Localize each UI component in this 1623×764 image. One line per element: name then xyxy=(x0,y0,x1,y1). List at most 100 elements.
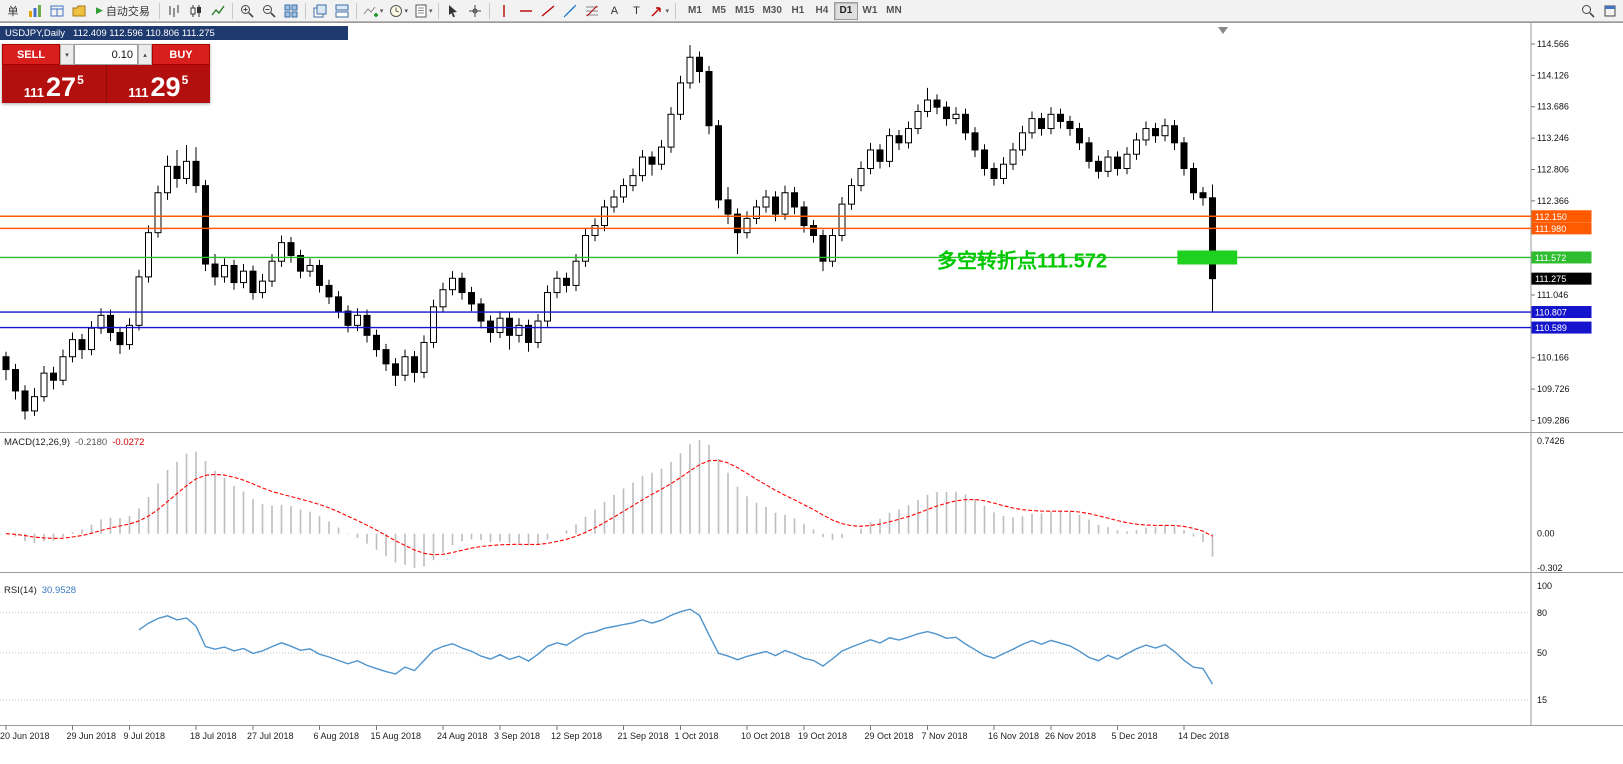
toolbar-separator xyxy=(674,2,676,19)
search-icon[interactable] xyxy=(1577,1,1599,21)
svg-text:0.00: 0.00 xyxy=(1537,529,1555,539)
arrange-windows-icon[interactable] xyxy=(331,1,353,21)
svg-text:18 Jul 2018: 18 Jul 2018 xyxy=(190,731,237,741)
text-label-icon[interactable]: T xyxy=(625,1,647,21)
periods-icon[interactable]: ▾ xyxy=(386,1,411,21)
svg-text:14 Dec 2018: 14 Dec 2018 xyxy=(1178,731,1229,741)
svg-text:113.686: 113.686 xyxy=(1537,102,1569,112)
fullscreen-icon[interactable] xyxy=(1599,1,1621,21)
macd-main-value: -0.2180 xyxy=(75,437,108,448)
sell-button[interactable]: SELL xyxy=(2,44,60,65)
timeframe-H4[interactable]: H4 xyxy=(810,2,834,20)
svg-text:10 Oct 2018: 10 Oct 2018 xyxy=(741,731,790,741)
vertical-line-icon[interactable] xyxy=(493,1,515,21)
macd-name: MACD(12,26,9) xyxy=(4,437,70,448)
toolbar: 单 ▶ 自动交易 xyxy=(0,0,1623,22)
svg-text:109.726: 109.726 xyxy=(1537,384,1570,394)
volume-increase-button[interactable]: ▴ xyxy=(138,44,152,65)
new-order-button[interactable]: 单 xyxy=(2,1,24,21)
timeframe-H1[interactable]: H1 xyxy=(786,2,810,20)
market-watch-icon[interactable] xyxy=(46,1,68,21)
svg-text:5 Dec 2018: 5 Dec 2018 xyxy=(1112,731,1158,741)
line-chart-icon[interactable] xyxy=(207,1,229,21)
indicators-icon[interactable]: ▾ xyxy=(360,1,387,21)
svg-text:110.589: 110.589 xyxy=(1535,323,1567,333)
svg-text:50: 50 xyxy=(1537,648,1547,658)
toolbar-separator xyxy=(438,2,440,19)
volume-input[interactable]: 0.10 xyxy=(74,44,138,65)
zoom-out-icon[interactable] xyxy=(258,1,280,21)
candlestick-icon[interactable] xyxy=(185,1,207,21)
grid-layer xyxy=(0,22,1623,726)
chart-symbol-period: USDJPY,Daily xyxy=(5,27,66,39)
toolbar-separator xyxy=(304,2,306,19)
svg-text:111.046: 111.046 xyxy=(1537,290,1568,300)
buy-price-sup: 5 xyxy=(181,73,189,87)
timeframe-M1[interactable]: M1 xyxy=(683,2,707,20)
svg-text:27 Jul 2018: 27 Jul 2018 xyxy=(247,731,294,741)
bar-chart-icon[interactable] xyxy=(163,1,185,21)
buy-price-big: 111 xyxy=(128,85,149,100)
templates-icon[interactable]: ▾ xyxy=(411,1,436,21)
text-icon[interactable]: A xyxy=(603,1,625,21)
autotrading-button[interactable]: ▶ 自动交易 xyxy=(90,1,156,21)
svg-text:111.980: 111.980 xyxy=(1535,224,1566,234)
sell-price-big: 111 xyxy=(23,85,45,100)
tile-windows-icon[interactable] xyxy=(280,1,302,21)
hlines-layer: 多空转折点111.572 xyxy=(0,215,1531,329)
toolbar-separator xyxy=(231,2,233,19)
pivot-highlight-box xyxy=(1177,250,1238,265)
buy-price[interactable]: 111 29 5 xyxy=(107,65,211,103)
svg-text:16 Nov 2018: 16 Nov 2018 xyxy=(988,731,1039,741)
timeframe-M5[interactable]: M5 xyxy=(707,2,731,20)
channel-icon[interactable] xyxy=(559,1,581,21)
rsi-indicator-label: RSI(14) 30.9528 xyxy=(4,585,77,596)
timeframe-D1[interactable]: D1 xyxy=(833,1,858,20)
svg-text:9 Jul 2018: 9 Jul 2018 xyxy=(124,731,166,741)
autotrading-label: 自动交易 xyxy=(105,5,150,18)
sell-price[interactable]: 111 27 5 xyxy=(2,65,107,103)
zoom-in-icon[interactable] xyxy=(236,1,258,21)
chart-shift-marker[interactable] xyxy=(1218,27,1228,34)
svg-text:111.572: 111.572 xyxy=(1535,253,1566,263)
svg-text:112.366: 112.366 xyxy=(1537,196,1569,206)
timeframe-M15[interactable]: M15 xyxy=(731,2,758,20)
timeframe-W1[interactable]: W1 xyxy=(858,2,882,20)
svg-text:112.150: 112.150 xyxy=(1535,212,1567,222)
toolbar-separator xyxy=(489,2,491,19)
dropdown-caret-icon: ▾ xyxy=(665,7,669,15)
horizontal-line-icon[interactable] xyxy=(515,1,537,21)
svg-text:19 Oct 2018: 19 Oct 2018 xyxy=(798,731,847,741)
dropdown-caret-icon: ▾ xyxy=(428,7,433,15)
chart-title-bar[interactable]: USDJPY,Daily 112.409 112.596 110.806 111… xyxy=(0,26,348,40)
svg-text:111.275: 111.275 xyxy=(1535,274,1566,284)
toolbar-separator xyxy=(158,2,160,19)
volume-decrease-button[interactable]: ▾ xyxy=(60,44,74,65)
chart-ohlc-values: 112.409 112.596 110.806 111.275 xyxy=(73,27,215,39)
chart-canvas[interactable]: 多空转折点111.572 114.566 114.126 113.686 113.246… xyxy=(0,22,1623,764)
crosshair-icon[interactable] xyxy=(464,1,486,21)
trendline-icon[interactable] xyxy=(537,1,559,21)
dropdown-caret-icon: ▾ xyxy=(379,7,384,15)
navigator-icon[interactable] xyxy=(68,1,90,21)
fibonacci-icon[interactable] xyxy=(581,1,603,21)
arrows-icon[interactable]: ▾ xyxy=(647,1,672,21)
timeframe-MN[interactable]: MN xyxy=(882,2,906,20)
macd-layer xyxy=(5,440,1214,568)
one-click-trading-panel: SELL ▾ 0.10 ▴ BUY 111 27 5 111 29 5 xyxy=(2,44,210,103)
cursor-icon[interactable] xyxy=(442,1,464,21)
cascade-windows-icon[interactable] xyxy=(309,1,331,21)
dropdown-caret-icon: ▾ xyxy=(404,7,408,15)
macd-indicator-label: MACD(12,26,9) -0.2180 -0.0272 xyxy=(4,437,145,448)
svg-text:29 Jun 2018: 29 Jun 2018 xyxy=(67,731,117,741)
rsi-value: 30.9528 xyxy=(41,585,77,596)
timeframe-M30[interactable]: M30 xyxy=(758,2,785,20)
chart-window: 多空转折点111.572 114.566 114.126 113.686 113.246… xyxy=(0,22,1623,764)
svg-text:20 Jun 2018: 20 Jun 2018 xyxy=(0,731,50,741)
charts-icon[interactable] xyxy=(24,1,46,21)
svg-text:24 Aug 2018: 24 Aug 2018 xyxy=(437,731,488,741)
svg-text:100: 100 xyxy=(1537,581,1552,591)
trade-panel-controls: SELL ▾ 0.10 ▴ BUY xyxy=(2,44,210,65)
buy-button[interactable]: BUY xyxy=(152,44,210,65)
svg-text:114.126: 114.126 xyxy=(1537,70,1569,80)
